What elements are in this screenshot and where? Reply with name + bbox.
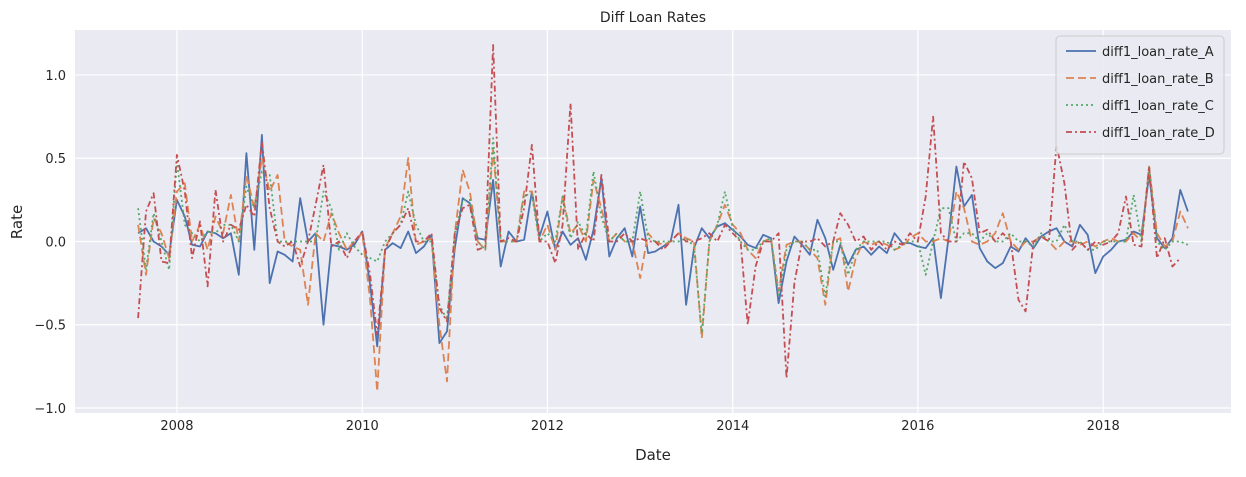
legend-label: diff1_loan_rate_D [1102,126,1215,141]
x-axis-ticks: 2008 2010 2012 2014 2016 2018 [160,419,1119,434]
x-axis-label: Date [635,446,671,464]
x-tick-label: 2016 [901,419,934,434]
y-tick-label: −1.0 [34,402,66,417]
series-line-1 [137,133,1189,348]
series-lines [137,44,1189,393]
x-tick-label: 2014 [716,419,749,434]
y-axis-label: Rate [8,205,26,239]
legend-label: diff1_loan_rate_B [1102,72,1214,87]
x-tick-label: 2008 [160,419,193,434]
series-line-3 [137,137,1189,335]
y-tick-label: 0.0 [45,235,66,250]
chart-title: Diff Loan Rates [600,10,706,26]
y-tick-label: 0.5 [45,152,66,167]
y-tick-label: −0.5 [34,319,66,334]
y-axis-ticks: −1.0 −0.5 0.0 0.5 1.0 [34,69,66,417]
legend-label: diff1_loan_rate_A [1102,45,1214,60]
legend: diff1_loan_rate_A diff1_loan_rate_B diff1_… [1055,35,1225,155]
legend-label: diff1_loan_rate_C [1102,99,1214,114]
plot-background [75,30,1231,413]
x-tick-label: 2012 [531,419,564,434]
x-tick-label: 2010 [346,419,379,434]
x-tick-label: 2018 [1087,419,1120,434]
legend-box [1055,35,1225,155]
y-tick-label: 1.0 [45,69,66,84]
series-line-2 [137,148,1189,393]
